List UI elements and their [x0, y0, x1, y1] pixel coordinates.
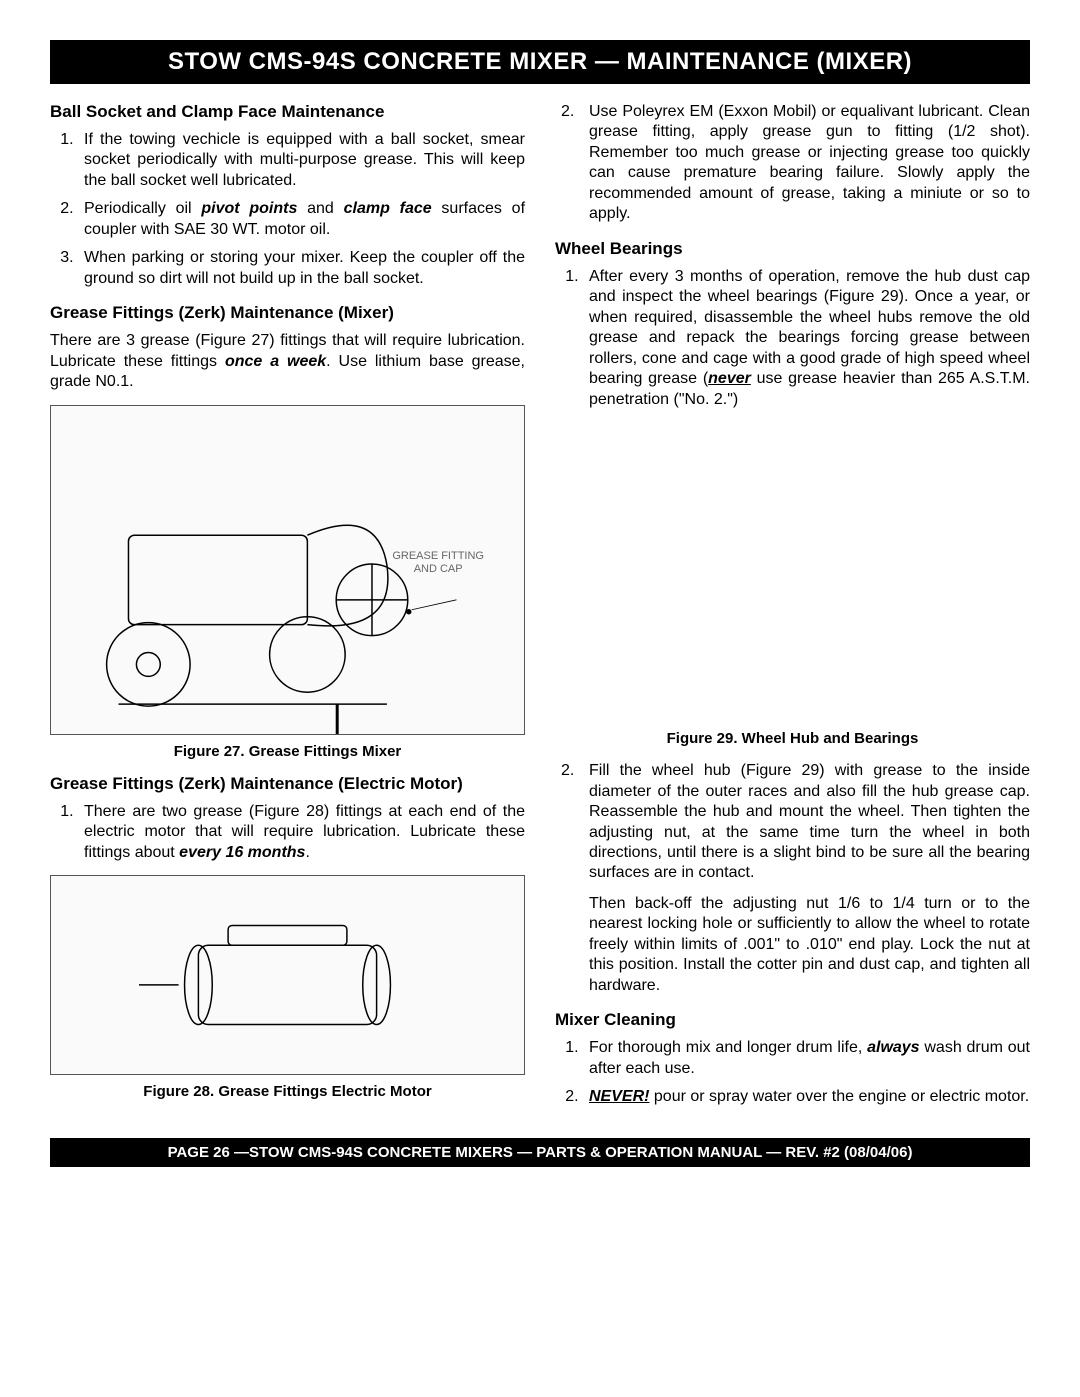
- callout-line1: GREASE FITTING: [392, 550, 484, 562]
- list-item: NEVER! pour or spray water over the engi…: [583, 1087, 1030, 1107]
- list-item: For thorough mix and longer drum life, a…: [583, 1038, 1030, 1079]
- figure-28-image: [50, 875, 525, 1075]
- emphasis-underline: never: [708, 370, 751, 387]
- text: and: [297, 200, 343, 217]
- text: Use Poleyrex EM (Exxon Mobil) or equaliv…: [589, 103, 1030, 222]
- figure-28: [50, 875, 525, 1075]
- figure-27-image: GREASE FITTING AND CAP: [50, 405, 525, 735]
- list-item: 2. Use Poleyrex EM (Exxon Mobil) or equa…: [555, 102, 1030, 225]
- heading-wheel-bearings: Wheel Bearings: [555, 239, 1030, 259]
- paragraph: Then back-off the adjusting nut 1/6 to 1…: [555, 894, 1030, 996]
- callout-line2: AND CAP: [414, 563, 463, 575]
- wheel-bearings-list-continued: 2. Fill the wheel hub (Figure 29) with g…: [555, 761, 1030, 884]
- ball-socket-list: If the towing vechicle is equipped with …: [50, 130, 525, 289]
- heading-grease-motor: Grease Fittings (Zerk) Maintenance (Elec…: [50, 774, 525, 794]
- emphasis: pivot points: [201, 200, 297, 217]
- page-header-bar: STOW CMS-94S CONCRETE MIXER — MAINTENANC…: [50, 40, 1030, 84]
- emphasis: once a week: [225, 353, 326, 370]
- list-number: 2.: [561, 102, 574, 122]
- heading-mixer-cleaning: Mixer Cleaning: [555, 1010, 1030, 1030]
- two-column-layout: Ball Socket and Clamp Face Maintenance I…: [50, 102, 1030, 1118]
- figure-27: GREASE FITTING AND CAP: [50, 405, 525, 735]
- emphasis: always: [867, 1039, 919, 1056]
- text: For thorough mix and longer drum life,: [589, 1039, 867, 1056]
- figure-29: [555, 422, 1030, 722]
- motor-illustration: [51, 876, 524, 1074]
- page-footer-bar: PAGE 26 —STOW CMS-94S CONCRETE MIXERS — …: [50, 1138, 1030, 1167]
- list-item: After every 3 months of operation, remov…: [583, 267, 1030, 410]
- heading-grease-mixer: Grease Fittings (Zerk) Maintenance (Mixe…: [50, 303, 525, 323]
- text: Periodically oil: [84, 200, 201, 217]
- list-item: 2. Fill the wheel hub (Figure 29) with g…: [555, 761, 1030, 884]
- list-number: 2.: [561, 761, 574, 781]
- figure-28-caption: Figure 28. Grease Fittings Electric Moto…: [50, 1083, 525, 1100]
- emphasis-underline: NEVER!: [589, 1088, 649, 1105]
- list-item: There are two grease (Figure 28) fitting…: [78, 802, 525, 863]
- mixer-cleaning-list: For thorough mix and longer drum life, a…: [555, 1038, 1030, 1107]
- right-column: 2. Use Poleyrex EM (Exxon Mobil) or equa…: [555, 102, 1030, 1118]
- text: .: [305, 844, 309, 861]
- list-item: If the towing vechicle is equipped with …: [78, 130, 525, 191]
- list-item: When parking or storing your mixer. Keep…: [78, 248, 525, 289]
- paragraph: There are 3 grease (Figure 27) fittings …: [50, 331, 525, 392]
- text: pour or spray water over the engine or e…: [649, 1088, 1029, 1105]
- figure-27-callout: GREASE FITTING AND CAP: [392, 550, 484, 576]
- wheel-bearings-list: After every 3 months of operation, remov…: [555, 267, 1030, 410]
- emphasis: every 16 months: [179, 844, 305, 861]
- figure-29-image: [555, 422, 1030, 722]
- grease-motor-list: There are two grease (Figure 28) fitting…: [50, 802, 525, 863]
- emphasis: clamp face: [344, 200, 432, 217]
- list-item: Periodically oil pivot points and clamp …: [78, 199, 525, 240]
- left-column: Ball Socket and Clamp Face Maintenance I…: [50, 102, 525, 1118]
- heading-ball-socket: Ball Socket and Clamp Face Maintenance: [50, 102, 525, 122]
- figure-27-caption: Figure 27. Grease Fittings Mixer: [50, 743, 525, 760]
- text: Fill the wheel hub (Figure 29) with grea…: [589, 762, 1030, 881]
- figure-29-caption: Figure 29. Wheel Hub and Bearings: [555, 730, 1030, 747]
- continued-list: 2. Use Poleyrex EM (Exxon Mobil) or equa…: [555, 102, 1030, 225]
